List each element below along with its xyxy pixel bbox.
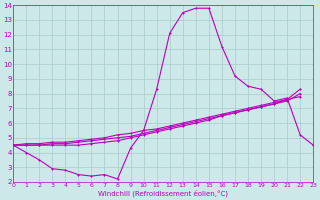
X-axis label: Windchill (Refroidissement éolien,°C): Windchill (Refroidissement éolien,°C) — [98, 190, 228, 197]
